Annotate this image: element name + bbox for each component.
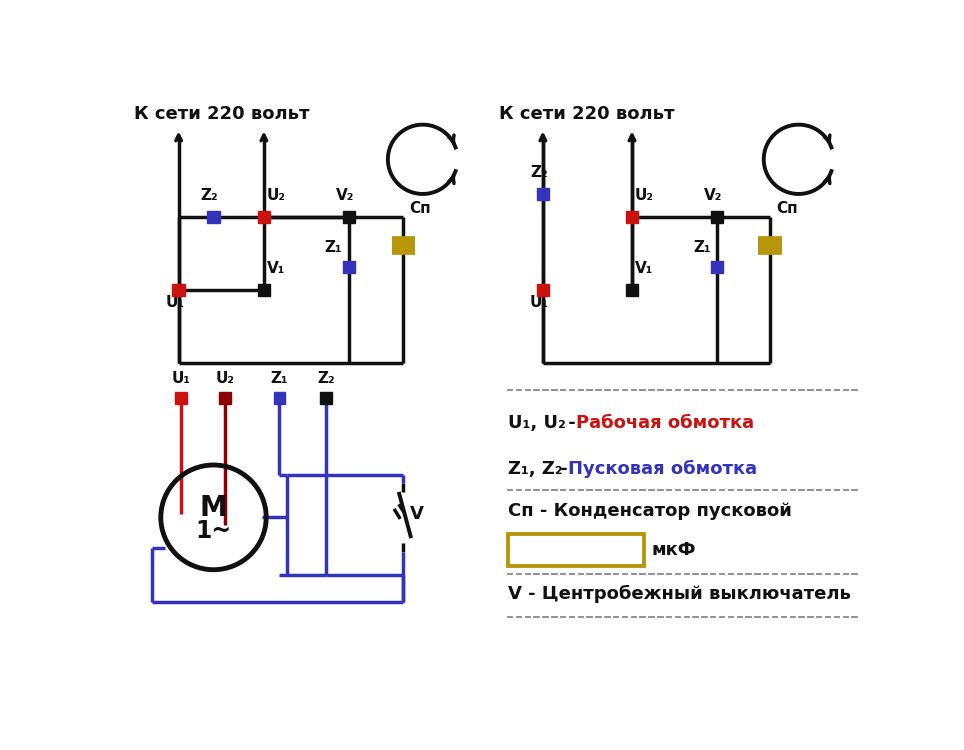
Text: Z₁: Z₁ <box>325 240 342 255</box>
Text: Z₂: Z₂ <box>201 188 219 203</box>
Text: Рабочая обмотка: Рабочая обмотка <box>576 414 754 432</box>
Text: U₁: U₁ <box>529 296 549 310</box>
Bar <box>320 392 332 404</box>
Bar <box>711 261 723 273</box>
Text: -: - <box>554 460 575 478</box>
Bar <box>274 392 285 404</box>
Text: U₁: U₁ <box>165 296 184 310</box>
Bar <box>257 211 270 224</box>
Text: U₂: U₂ <box>267 188 286 203</box>
Bar <box>207 211 220 224</box>
Bar <box>220 392 231 404</box>
Text: К сети 220 вольт: К сети 220 вольт <box>498 105 674 123</box>
Bar <box>627 211 638 223</box>
Text: Сп: Сп <box>776 201 798 216</box>
Text: Z₁, Z₂: Z₁, Z₂ <box>508 460 563 478</box>
Text: М: М <box>200 494 228 522</box>
Text: V₂: V₂ <box>336 188 355 203</box>
Text: -: - <box>562 414 582 432</box>
Bar <box>343 211 356 224</box>
Bar <box>537 284 549 296</box>
Text: 1~: 1~ <box>196 519 231 543</box>
Text: V₂: V₂ <box>704 188 723 203</box>
Text: V: V <box>410 505 423 523</box>
Bar <box>343 261 356 273</box>
Text: Сп - Конденсатор пусковой: Сп - Конденсатор пусковой <box>508 503 791 520</box>
Text: U₁, U₂: U₁, U₂ <box>508 414 566 432</box>
Text: Z₂: Z₂ <box>530 165 548 180</box>
Text: Z₁: Z₁ <box>693 240 710 255</box>
Text: Сп: Сп <box>410 201 431 216</box>
Text: V₁: V₁ <box>267 261 285 276</box>
Text: U₁: U₁ <box>172 370 191 386</box>
Bar <box>626 284 638 296</box>
Bar <box>537 188 549 200</box>
Bar <box>257 284 270 296</box>
Bar <box>173 284 185 296</box>
Text: Пусковая обмотка: Пусковая обмотка <box>569 460 758 478</box>
Bar <box>711 211 723 224</box>
Text: V - Центробежный выключатель: V - Центробежный выключатель <box>508 585 851 604</box>
Bar <box>175 392 187 404</box>
Text: U₂: U₂ <box>635 188 655 203</box>
Text: К сети 220 вольт: К сети 220 вольт <box>134 105 310 123</box>
Text: U₂: U₂ <box>216 370 234 386</box>
Text: V₁: V₁ <box>635 261 654 276</box>
Text: мкФ: мкФ <box>652 541 696 559</box>
Text: Z₁: Z₁ <box>271 370 288 386</box>
Text: Z₂: Z₂ <box>317 370 335 386</box>
Bar <box>508 533 644 566</box>
